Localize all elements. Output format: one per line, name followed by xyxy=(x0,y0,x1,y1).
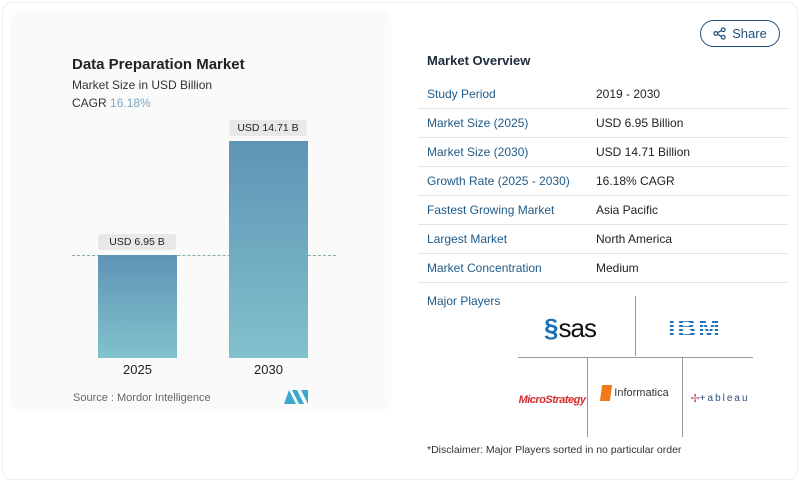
source: Source : Mordor Intelligence xyxy=(73,392,211,404)
overview-value: USD 6.95 Billion xyxy=(596,116,684,130)
divider xyxy=(518,357,588,358)
overview-key: Market Size (2025) xyxy=(427,116,529,130)
data-label: USD 6.95 B xyxy=(98,234,176,251)
overview-row: Fastest Growing Market Asia Pacific xyxy=(418,196,788,225)
overview-key: Fastest Growing Market xyxy=(427,203,555,217)
overview-value: 2019 - 2030 xyxy=(596,87,661,101)
overview-row: Largest Market North America xyxy=(418,225,788,254)
chart-subtitle: Market Size in USD Billion xyxy=(72,78,213,92)
sas-logo: § sas xyxy=(544,312,597,343)
overview-title: Market Overview xyxy=(427,53,531,68)
bar-2030 xyxy=(229,141,308,358)
overview-value: Asia Pacific xyxy=(596,203,659,217)
cagr-value: 16.18% xyxy=(110,96,151,110)
major-players-title: Major Players xyxy=(427,294,501,308)
reference-line xyxy=(72,255,336,256)
chart-title: Data Preparation Market xyxy=(72,56,245,73)
overview-key: Largest Market xyxy=(427,232,508,246)
overview-key: Market Concentration xyxy=(427,261,542,275)
cagr: CAGR 16.18% xyxy=(72,96,151,110)
overview-row: Growth Rate (2025 - 2030) 16.18% CAGR xyxy=(418,167,788,196)
microstrategy-logo: MicroStrategy xyxy=(518,394,586,406)
overview-value: Medium xyxy=(596,261,639,275)
overview-key: Study Period xyxy=(427,87,496,101)
cagr-label: CAGR xyxy=(72,96,107,110)
disclaimer: *Disclaimer: Major Players sorted in no … xyxy=(427,444,682,456)
bar-2025 xyxy=(98,255,177,358)
x-tick-label: 2025 xyxy=(123,362,152,377)
divider xyxy=(587,357,683,437)
share-icon xyxy=(713,27,726,40)
data-label: USD 14.71 B xyxy=(229,120,307,136)
overview-key: Market Size (2030) xyxy=(427,145,529,159)
x-tick-label: 2030 xyxy=(254,362,283,377)
mordor-logo-icon xyxy=(284,390,308,404)
overview-row: Study Period 2019 - 2030 xyxy=(418,80,788,109)
share-button[interactable]: Share xyxy=(700,20,780,47)
overview-row: Market Size (2030) USD 14.71 Billion xyxy=(418,138,788,167)
divider xyxy=(635,296,636,356)
overview-row: Market Concentration Medium xyxy=(418,254,788,283)
tableau-logo: ✢ +ableau xyxy=(690,392,750,405)
overview-value: USD 14.71 Billion xyxy=(596,145,691,159)
ibm-logo: IBM xyxy=(668,312,722,343)
overview-row: Market Size (2025) USD 6.95 Billion xyxy=(418,109,788,138)
informatica-logo: Informatica xyxy=(595,378,675,408)
divider xyxy=(683,357,753,358)
overview-value: 16.18% CAGR xyxy=(596,174,675,188)
share-label: Share xyxy=(732,26,767,41)
overview-key: Growth Rate (2025 - 2030) xyxy=(427,174,570,188)
chart-card xyxy=(12,12,390,410)
overview-value: North America xyxy=(596,232,673,246)
